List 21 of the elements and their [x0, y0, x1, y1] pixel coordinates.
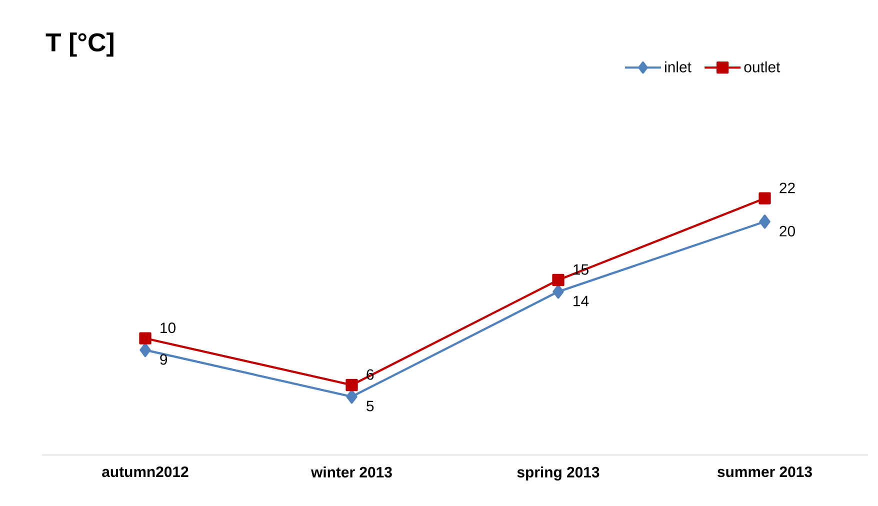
x-tick-label: winter 2013 [311, 466, 392, 478]
point [140, 342, 151, 358]
point [346, 390, 358, 404]
data-label: 22 [780, 182, 795, 194]
point [346, 378, 358, 392]
x-tick-label: spring 2013 [517, 466, 600, 481]
x-tick-label: autumn2012 [102, 466, 188, 478]
point [759, 214, 770, 229]
data-label: 14 [574, 296, 589, 306]
data-label: 10 [160, 322, 176, 334]
chart-title: T [°C] [46, 32, 114, 57]
data-label: 20 [780, 226, 795, 236]
x-tick-label: summer 2013 [718, 466, 812, 478]
point [139, 332, 152, 344]
point [758, 192, 771, 204]
legend-label: outlet [744, 61, 780, 72]
point [552, 284, 564, 299]
data-label: 5 [366, 400, 374, 412]
legend-label: inlet [665, 61, 692, 72]
point [552, 274, 564, 286]
data-label: 9 [160, 354, 168, 365]
